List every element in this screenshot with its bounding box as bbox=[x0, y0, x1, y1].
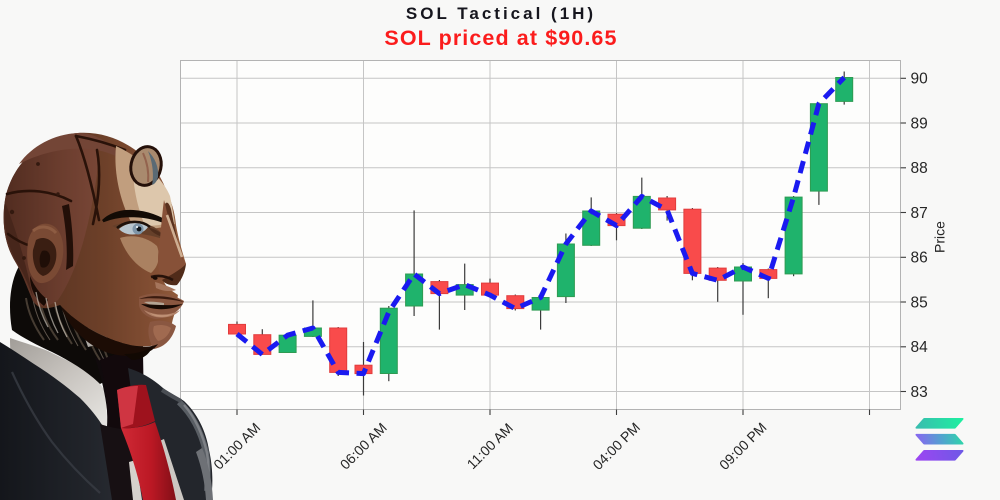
svg-text:84: 84 bbox=[911, 339, 929, 356]
svg-text:89: 89 bbox=[911, 115, 928, 132]
svg-text:Price: Price bbox=[932, 221, 948, 253]
svg-text:85: 85 bbox=[911, 294, 928, 311]
svg-text:83: 83 bbox=[911, 384, 928, 401]
svg-text:86: 86 bbox=[911, 250, 928, 267]
svg-text:SOL priced at $90.65: SOL priced at $90.65 bbox=[384, 26, 617, 50]
svg-text:90: 90 bbox=[911, 71, 929, 88]
svg-text:SOL Tactical (1H): SOL Tactical (1H) bbox=[406, 4, 596, 23]
svg-text:88: 88 bbox=[911, 160, 928, 177]
svg-text:87: 87 bbox=[911, 205, 928, 222]
